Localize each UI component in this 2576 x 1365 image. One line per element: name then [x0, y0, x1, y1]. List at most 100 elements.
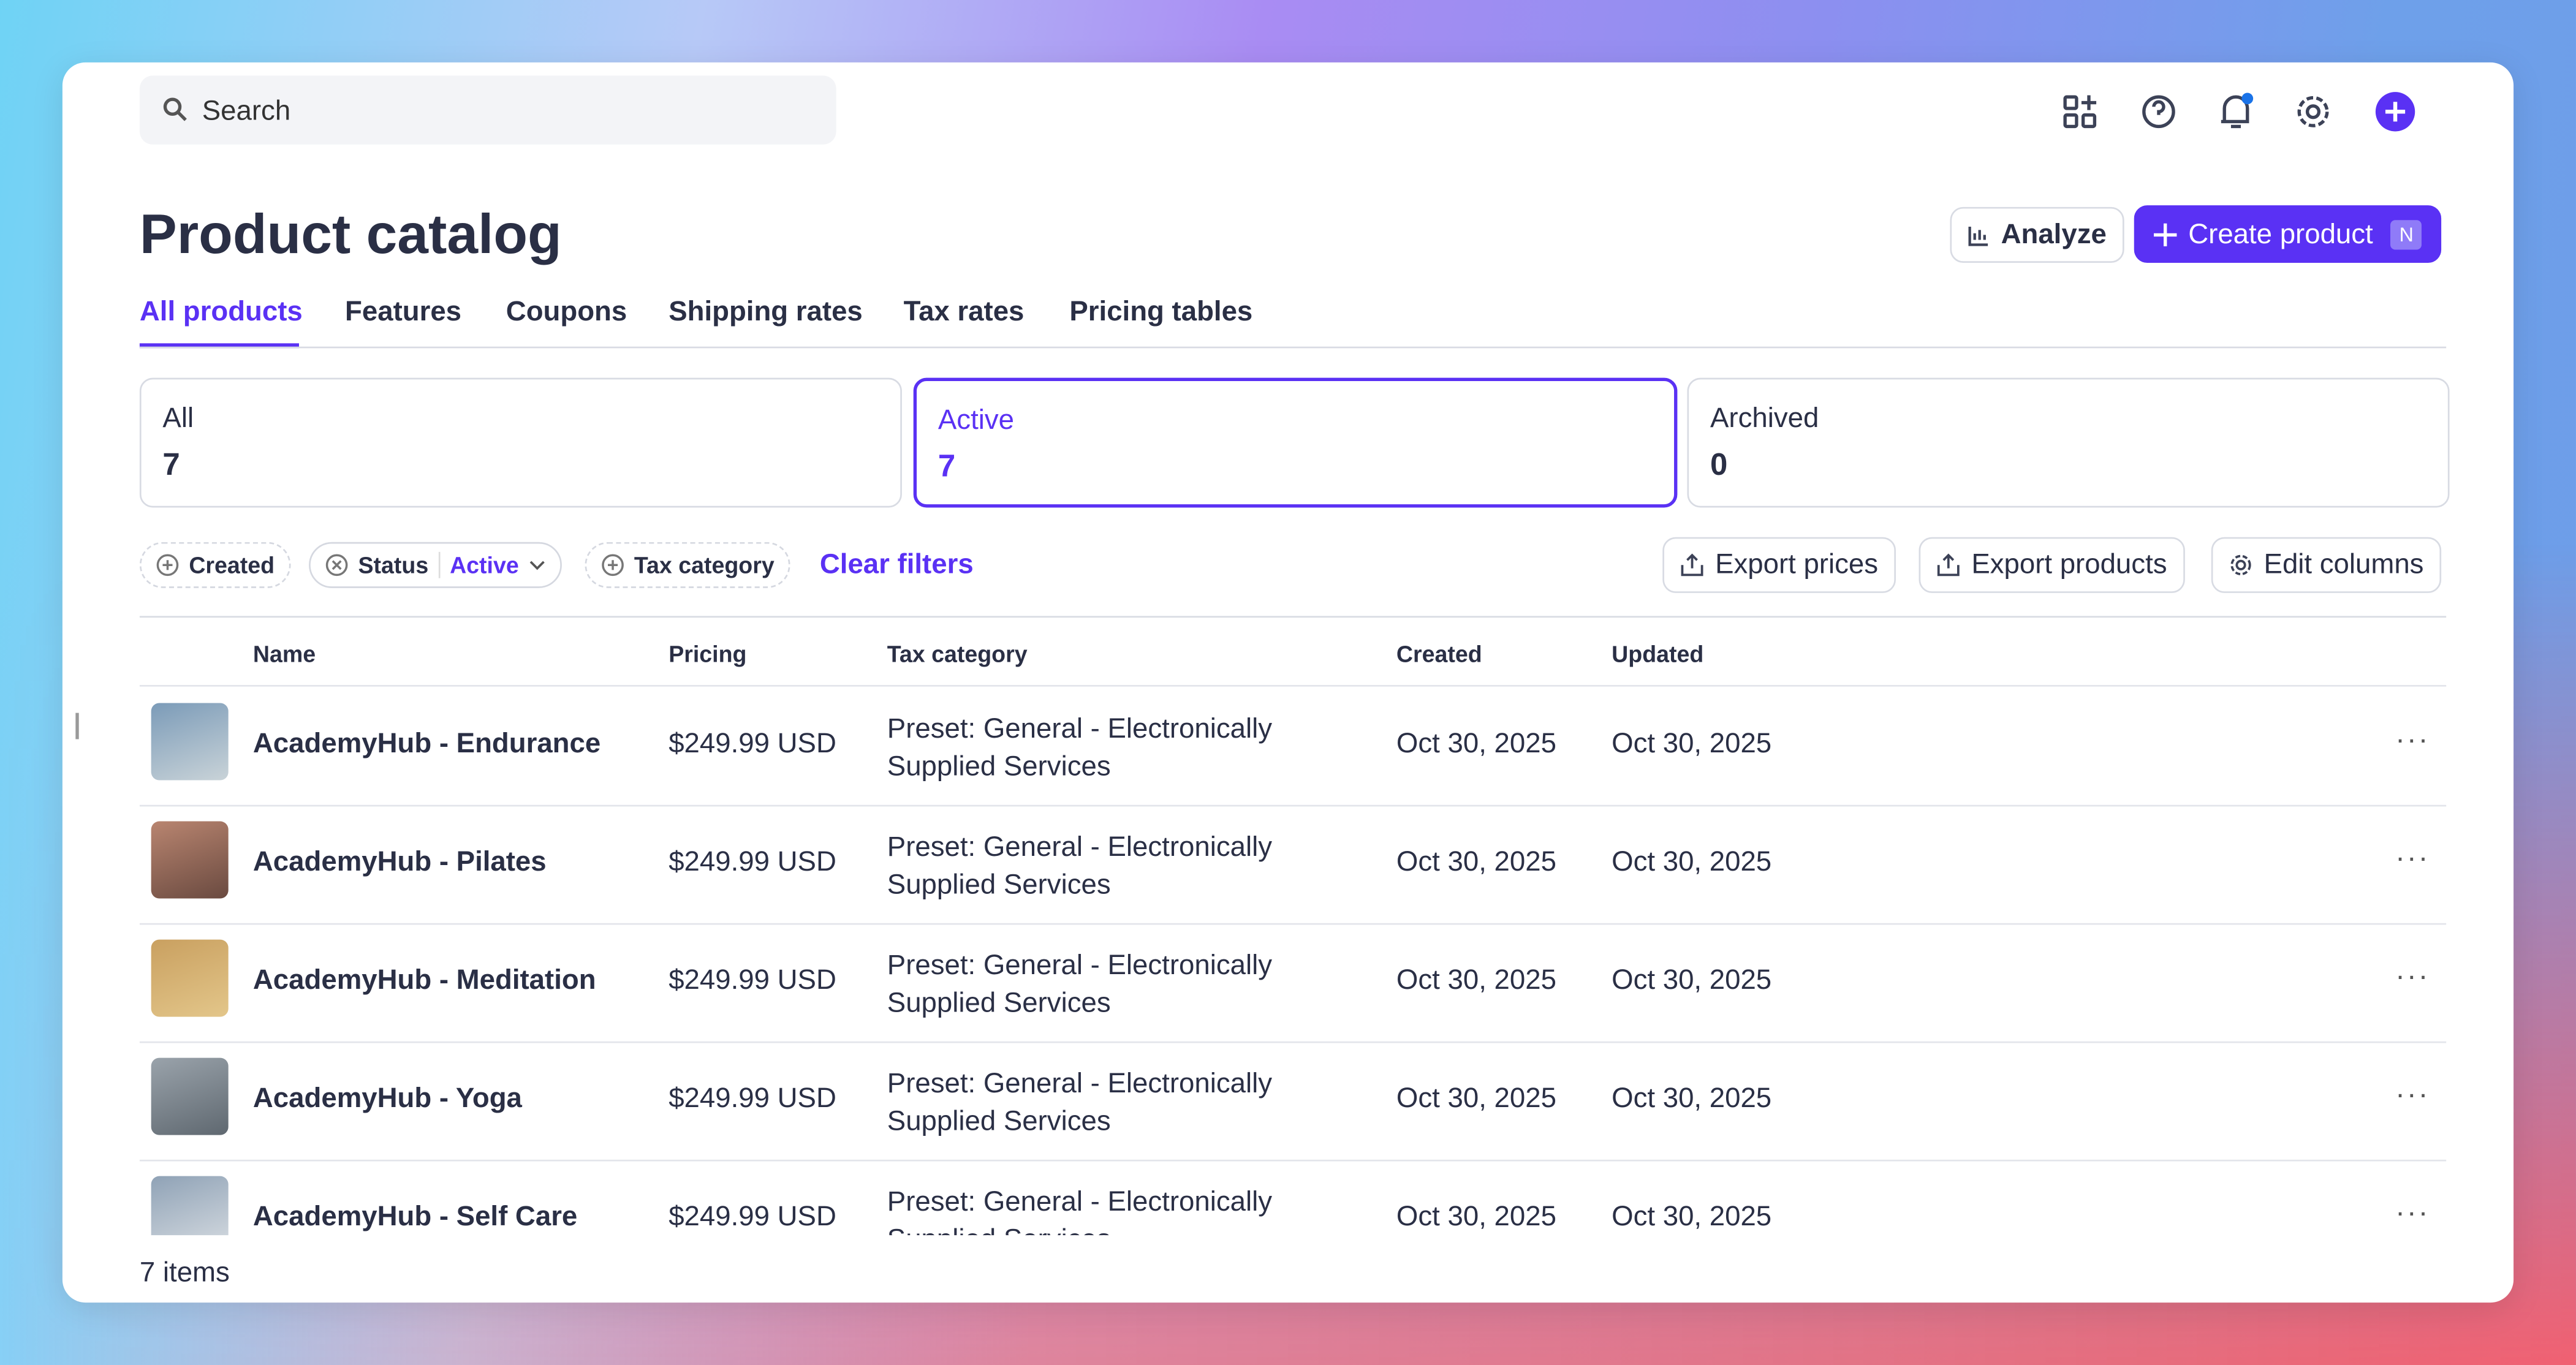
row-menu[interactable]: ··· [2395, 959, 2430, 993]
created: Oct 30, 2025 [1396, 964, 1556, 996]
card-count: 7 [938, 450, 956, 485]
product-name: AcademyHub - Self Care [252, 1200, 578, 1232]
tab[interactable]: Tax rates [903, 295, 1025, 327]
updated: Oct 30, 2025 [1612, 1082, 1772, 1114]
status-card[interactable]: Active 7 [913, 377, 1678, 508]
row-menu[interactable]: ··· [2395, 841, 2430, 874]
shortcut-key: N [2391, 219, 2422, 249]
card-count: 7 [162, 448, 180, 483]
table-row[interactable]: AcademyHub - Meditation $249.99 USD Preset… [139, 923, 2447, 1043]
card-label: Active [938, 404, 1015, 436]
tab[interactable]: Pricing tables [1069, 295, 1253, 327]
plus-icon [2153, 222, 2177, 246]
action-label: Edit columns [2263, 548, 2424, 580]
action-icon [2230, 554, 2251, 575]
tab[interactable]: Features [345, 295, 462, 327]
table: Name Pricing Tax category Created Updated Aca… [63, 616, 2513, 1236]
pricing: $249.99 USD [669, 1200, 836, 1232]
clear-filters[interactable]: Clear filters [819, 548, 974, 580]
item-count: 7 items [139, 1257, 230, 1288]
action-icon [1681, 553, 1703, 577]
tax-category: Preset: General - Electronically Supplie… [887, 949, 1273, 1019]
tax-category: Preset: General - Electronically Supplie… [887, 1067, 1273, 1137]
add-icon [156, 554, 179, 577]
action-button[interactable]: Export products [1919, 537, 2186, 593]
window: Search Product catalog Analyze Create pr… [62, 62, 2514, 1303]
action-label: Export prices [1715, 548, 1879, 580]
pricing: $249.99 USD [669, 727, 836, 759]
product-image [151, 821, 229, 899]
add-icon [602, 554, 624, 577]
column-header: Pricing [669, 640, 747, 667]
column-header: Name [252, 640, 316, 667]
product-image [151, 703, 229, 781]
created: Oct 30, 2025 [1396, 1200, 1556, 1232]
filter-label: Created [189, 551, 275, 578]
updated: Oct 30, 2025 [1612, 845, 1772, 877]
table-top-border [139, 616, 2447, 618]
product-image [151, 1176, 229, 1236]
pricing: $249.99 USD [669, 1082, 836, 1114]
filter-label: Status [358, 551, 429, 578]
updated: Oct 30, 2025 [1612, 964, 1772, 996]
filter-label: Tax category [634, 551, 775, 578]
row-menu[interactable]: ··· [2395, 722, 2430, 756]
product-image [151, 939, 229, 1017]
tab[interactable]: Coupons [506, 295, 627, 327]
product-name: AcademyHub - Meditation [252, 964, 596, 996]
action-label: Export products [1971, 548, 2167, 580]
filter-created[interactable]: Created [139, 542, 291, 588]
column-header: Tax category [887, 640, 1028, 667]
table-row[interactable]: AcademyHub - Self Care $249.99 USD Preset:… [140, 1160, 2446, 1236]
pricing: $249.99 USD [669, 964, 836, 996]
create-label: Create product [2188, 217, 2373, 249]
tabs-divider [139, 346, 2447, 349]
product-name: AcademyHub - Pilates [252, 845, 547, 877]
table-row[interactable]: AcademyHub - Pilates $249.99 USD Preset: G… [139, 805, 2447, 925]
action-icon [1937, 553, 1960, 577]
tab-underline [139, 343, 299, 349]
filter-tax-category[interactable]: Tax category [585, 542, 791, 588]
analyze-label: Analyze [2001, 218, 2107, 250]
analyze-icon [1968, 225, 1988, 246]
created: Oct 30, 2025 [1396, 845, 1556, 877]
analyze-button[interactable]: Analyze [1950, 206, 2125, 263]
row-menu[interactable]: ··· [2395, 1077, 2430, 1111]
search-box[interactable]: Search [139, 75, 836, 145]
row-menu[interactable]: ··· [2395, 1195, 2430, 1229]
search-icon [163, 97, 187, 121]
status-card[interactable]: All 7 [139, 377, 902, 508]
product-name: AcademyHub - Yoga [252, 1082, 522, 1114]
tab[interactable]: Shipping rates [669, 295, 863, 327]
created: Oct 30, 2025 [1396, 1082, 1556, 1114]
status-card[interactable]: Archived 0 [1687, 377, 2450, 508]
remove-icon [325, 554, 348, 577]
updated: Oct 30, 2025 [1612, 727, 1772, 759]
card-count: 0 [1710, 448, 1728, 483]
card-label: All [162, 402, 194, 434]
product-image [151, 1057, 229, 1135]
page-title: Product catalog [139, 203, 562, 267]
action-button[interactable]: Export prices [1662, 537, 1896, 593]
tab[interactable]: All products [139, 295, 303, 327]
created: Oct 30, 2025 [1396, 727, 1556, 759]
product-name: AcademyHub - Endurance [252, 727, 601, 759]
filter-value: Active [450, 551, 519, 578]
resize-handle [75, 713, 79, 739]
chevron [529, 561, 545, 570]
table-row[interactable]: AcademyHub - Yoga $249.99 USD Preset: Gene… [139, 1042, 2447, 1162]
create-product-button[interactable]: Create product N [2134, 205, 2442, 263]
pricing: $249.99 USD [669, 845, 836, 877]
column-header: Created [1396, 640, 1482, 667]
top-icons[interactable] [2050, 89, 2428, 135]
action-button[interactable]: Edit columns [2211, 537, 2442, 593]
header-border [139, 685, 2447, 687]
updated: Oct 30, 2025 [1612, 1200, 1772, 1232]
table-row[interactable]: AcademyHub - Endurance $249.99 USD Preset:… [139, 687, 2447, 807]
tax-category: Preset: General - Electronically Supplie… [887, 713, 1273, 782]
tax-category: Preset: General - Electronically Supplie… [887, 831, 1273, 901]
tax-category: Preset: General - Electronically Supplie… [887, 1185, 1273, 1235]
filter-status[interactable]: Status Active [309, 542, 562, 588]
